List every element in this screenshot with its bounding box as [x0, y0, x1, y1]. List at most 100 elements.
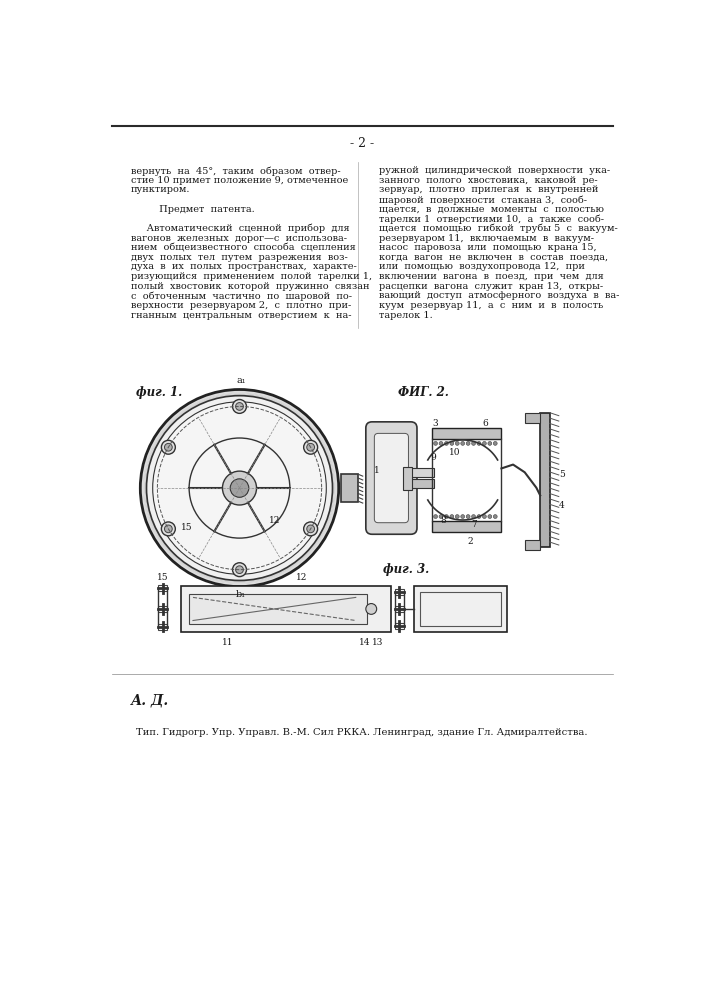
Text: нием  общеизвестного  способа  сцепления: нием общеизвестного способа сцепления — [131, 243, 356, 252]
Text: расцепки  вагона  служит  кран 13,  откры-: расцепки вагона служит кран 13, откры- — [379, 282, 603, 291]
Text: фиг. 1.: фиг. 1. — [136, 386, 182, 399]
Circle shape — [445, 441, 448, 445]
Text: 14: 14 — [359, 638, 370, 647]
Circle shape — [307, 525, 315, 533]
Text: фиг. 3.: фиг. 3. — [383, 563, 429, 576]
Circle shape — [482, 441, 486, 445]
Text: 11: 11 — [222, 638, 233, 647]
Text: вернуть  на  45°,  таким  образом  отвер-: вернуть на 45°, таким образом отвер- — [131, 166, 341, 176]
Circle shape — [493, 515, 497, 518]
Text: гнанным  центральным  отверстием  к  на-: гнанным центральным отверстием к на- — [131, 311, 351, 320]
Circle shape — [433, 441, 438, 445]
Circle shape — [366, 604, 377, 614]
Bar — [189, 594, 368, 624]
Circle shape — [307, 443, 315, 451]
Text: занного  полого  хвостовика,  каковой  ре-: занного полого хвостовика, каковой ре- — [379, 176, 597, 185]
Circle shape — [472, 515, 476, 518]
Circle shape — [466, 515, 470, 518]
Circle shape — [439, 441, 443, 445]
Bar — [411, 468, 434, 477]
Text: включении  вагона  в  поезд,  при  чем  для: включении вагона в поезд, при чем для — [379, 272, 604, 281]
Circle shape — [477, 515, 481, 518]
Circle shape — [493, 441, 497, 445]
FancyBboxPatch shape — [374, 433, 409, 523]
Text: b₁: b₁ — [236, 590, 246, 599]
Circle shape — [439, 515, 443, 518]
Text: тарелок 1.: тарелок 1. — [379, 311, 433, 320]
Circle shape — [461, 515, 464, 518]
Circle shape — [450, 441, 454, 445]
Circle shape — [233, 400, 247, 413]
Circle shape — [433, 515, 438, 518]
Text: 9: 9 — [431, 453, 436, 462]
Circle shape — [482, 515, 486, 518]
Circle shape — [304, 440, 317, 454]
Circle shape — [455, 515, 460, 518]
Text: Автоматический  сценной  прибор  для: Автоматический сценной прибор для — [131, 224, 350, 233]
Text: 15: 15 — [157, 573, 168, 582]
Bar — [395, 623, 404, 629]
Text: 6: 6 — [482, 419, 488, 428]
Text: насос  паровоза  или  помощью  крана 15,: насос паровоза или помощью крана 15, — [379, 243, 597, 252]
Text: 15: 15 — [181, 523, 192, 532]
Text: ризующийся  применением  полой  тарелки 1,: ризующийся применением полой тарелки 1, — [131, 272, 372, 281]
Text: Предмет  патента.: Предмет патента. — [131, 205, 255, 214]
Circle shape — [235, 566, 243, 574]
Text: стие 10 примет положение 9, отмеченное: стие 10 примет положение 9, отмеченное — [131, 176, 349, 185]
Text: щается  помощью  гибкой  трубы 5  с  вакуум-: щается помощью гибкой трубы 5 с вакуум- — [379, 224, 618, 233]
Text: полый  хвостовик  которой  пружинно  связан: полый хвостовик которой пружинно связан — [131, 282, 370, 291]
Text: 1: 1 — [374, 466, 380, 475]
Bar — [341, 474, 358, 502]
Circle shape — [233, 563, 247, 577]
Bar — [420, 592, 501, 626]
Circle shape — [488, 441, 492, 445]
Text: А. Д.: А. Д. — [131, 694, 169, 708]
Text: 5: 5 — [559, 470, 565, 479]
Circle shape — [153, 402, 327, 574]
Circle shape — [161, 522, 175, 536]
Circle shape — [461, 441, 464, 445]
Text: ружной  цилиндрической  поверхности  ука-: ружной цилиндрической поверхности ука- — [379, 166, 610, 175]
Circle shape — [445, 515, 448, 518]
Bar — [411, 479, 434, 488]
Text: 3: 3 — [433, 419, 438, 428]
Bar — [432, 428, 501, 439]
Text: вающий  доступ  атмосферного  воздуха  в  ва-: вающий доступ атмосферного воздуха в ва- — [379, 291, 619, 300]
Bar — [158, 624, 168, 630]
Text: или  помощью  воздухопровода 12,  при: или помощью воздухопровода 12, при — [379, 262, 585, 271]
FancyBboxPatch shape — [366, 422, 417, 534]
Bar — [158, 606, 168, 612]
Circle shape — [477, 441, 481, 445]
Bar — [395, 589, 404, 595]
Text: a₁: a₁ — [236, 376, 246, 385]
Text: двух  полых  тел  путем  разрежения  воз-: двух полых тел путем разрежения воз- — [131, 253, 348, 262]
Text: 7: 7 — [472, 520, 477, 529]
Bar — [525, 413, 540, 423]
Circle shape — [146, 396, 332, 580]
Text: 8: 8 — [440, 516, 446, 525]
Text: верхности  резервуаром 2,  с  плотно  при-: верхности резервуаром 2, с плотно при- — [131, 301, 351, 310]
Text: 12: 12 — [296, 573, 307, 582]
Text: 10: 10 — [449, 448, 461, 457]
Circle shape — [472, 441, 476, 445]
Text: зервуар,  плотно  прилегая  к  внутренней: зервуар, плотно прилегая к внутренней — [379, 185, 598, 194]
Text: когда  вагон  не  включен  в  состав  поезда,: когда вагон не включен в состав поезда, — [379, 253, 608, 262]
Text: резервуаром 11,  включаемым  в  вакуум-: резервуаром 11, включаемым в вакуум- — [379, 234, 594, 243]
Circle shape — [223, 471, 257, 505]
Bar — [158, 585, 168, 591]
Circle shape — [304, 522, 317, 536]
Circle shape — [466, 441, 470, 445]
Text: тарелки 1  отверстиями 10,  а  также  сооб-: тарелки 1 отверстиями 10, а также сооб- — [379, 214, 604, 224]
Text: ФИГ. 2.: ФИГ. 2. — [398, 386, 449, 399]
Bar — [414, 586, 507, 632]
Bar — [395, 606, 404, 612]
Text: вагонов  железных  дорог—с  использова-: вагонов железных дорог—с использова- — [131, 234, 347, 243]
Bar — [182, 586, 391, 632]
Bar — [403, 466, 412, 490]
Text: духа  в  их  полых  пространствах,  характе-: духа в их полых пространствах, характе- — [131, 262, 357, 271]
Bar — [540, 413, 549, 547]
Circle shape — [140, 389, 339, 587]
Text: 2: 2 — [467, 537, 473, 546]
Bar — [432, 521, 501, 532]
Circle shape — [230, 479, 249, 497]
